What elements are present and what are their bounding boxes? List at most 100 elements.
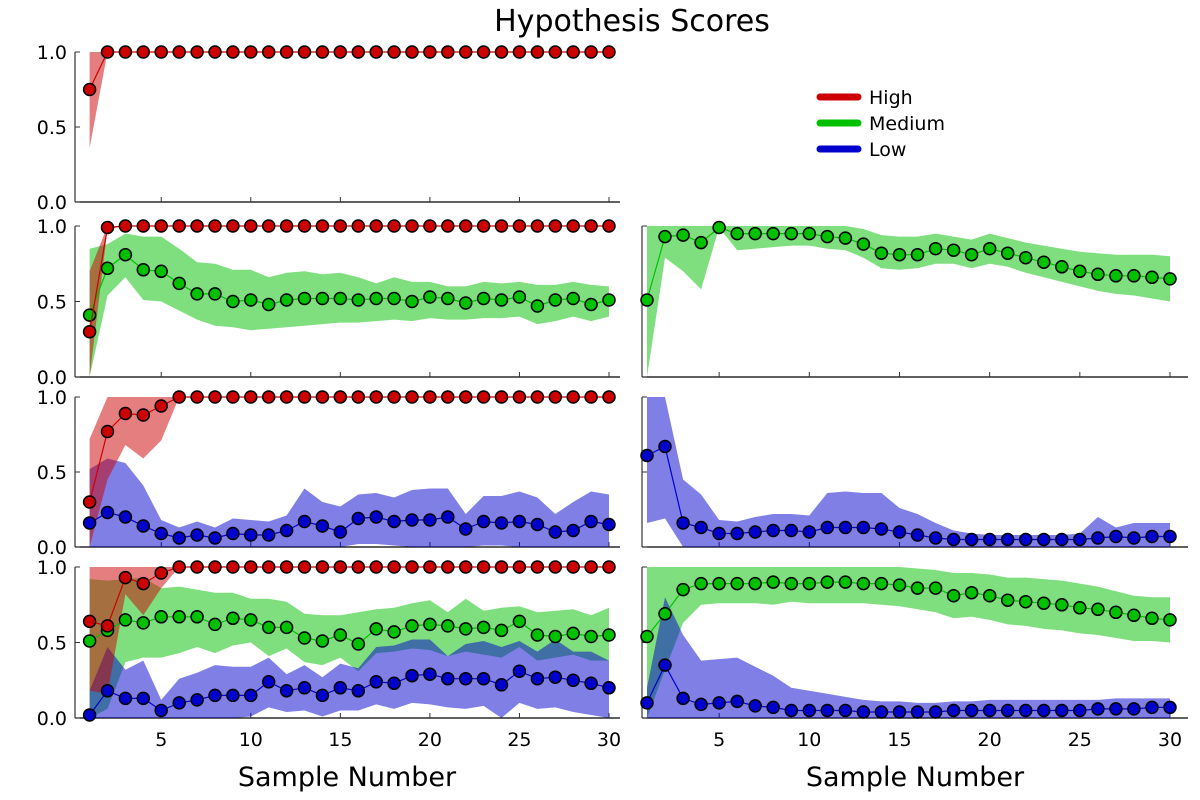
point-low	[476, 514, 491, 529]
point-high	[494, 45, 509, 59]
point-medium	[548, 293, 563, 307]
x-tick-label: 20	[978, 729, 1002, 751]
point-medium	[494, 623, 509, 638]
point-low	[892, 525, 907, 539]
point-medium	[566, 626, 580, 641]
point-low	[82, 516, 97, 530]
point-high	[100, 619, 115, 633]
point-low	[1127, 531, 1141, 545]
x-tick-label: 15	[328, 729, 352, 751]
point-high	[82, 82, 97, 97]
point-medium	[676, 582, 690, 597]
point-low	[476, 671, 491, 686]
point-medium	[190, 610, 204, 624]
point-low	[784, 703, 799, 718]
point-low	[244, 688, 258, 703]
point-high	[118, 406, 133, 421]
point-medium	[118, 613, 133, 627]
point-low	[441, 510, 455, 524]
point-low	[351, 684, 366, 698]
point-medium	[136, 263, 151, 277]
point-medium	[766, 575, 780, 589]
x-tick-label: 5	[155, 729, 167, 751]
point-low	[584, 676, 598, 691]
point-medium	[856, 237, 871, 251]
point-medium	[1091, 267, 1105, 282]
point-high	[476, 560, 491, 574]
point-high	[172, 45, 186, 59]
point-medium	[910, 247, 925, 262]
point-high	[423, 560, 437, 574]
point-low	[730, 526, 744, 541]
point-high	[458, 45, 473, 59]
point-low	[766, 700, 780, 715]
point-low	[1018, 703, 1033, 718]
point-high	[441, 45, 455, 59]
point-medium	[261, 620, 276, 635]
point-medium	[602, 293, 616, 307]
point-low	[1145, 700, 1159, 715]
point-medium	[458, 622, 473, 636]
point-medium	[856, 576, 871, 591]
point-medium	[748, 576, 762, 591]
point-medium	[476, 291, 491, 306]
point-medium	[1145, 270, 1159, 285]
y-tick-label: 0.0	[37, 708, 67, 730]
point-medium	[874, 246, 889, 260]
point-low	[82, 708, 97, 722]
point-high	[261, 45, 276, 59]
point-low	[766, 523, 780, 538]
point-high	[351, 390, 366, 404]
point-high	[136, 576, 151, 591]
point-medium	[441, 619, 455, 633]
band-low	[647, 597, 1170, 718]
point-medium	[172, 610, 186, 624]
point-high	[118, 45, 133, 59]
point-high	[458, 219, 473, 233]
point-high	[351, 45, 366, 59]
point-low	[1000, 532, 1015, 547]
point-high	[602, 45, 616, 59]
point-low	[658, 439, 672, 454]
point-medium	[369, 622, 383, 636]
point-low	[566, 673, 580, 688]
point-low	[676, 691, 690, 706]
x-tick-label: 30	[1158, 729, 1182, 751]
point-high	[226, 560, 240, 574]
band-medium	[89, 233, 610, 377]
point-low	[640, 696, 654, 710]
point-low	[405, 513, 419, 527]
point-high	[315, 390, 330, 404]
point-medium	[387, 291, 401, 306]
point-high	[369, 390, 383, 404]
point-high	[566, 45, 580, 59]
point-high	[512, 219, 527, 233]
point-high	[584, 219, 598, 233]
point-medium	[136, 616, 151, 630]
point-low	[1000, 703, 1015, 718]
point-low	[910, 705, 925, 719]
point-high	[297, 390, 312, 404]
point-medium	[297, 291, 312, 306]
point-low	[856, 520, 871, 535]
point-medium	[874, 576, 889, 591]
point-low	[694, 697, 708, 712]
y-tick-label: 1.0	[37, 42, 67, 64]
point-low	[982, 703, 997, 718]
point-high	[315, 219, 330, 233]
point-high	[602, 219, 616, 233]
point-medium	[1018, 250, 1033, 265]
point-medium	[910, 581, 925, 595]
point-medium	[369, 291, 383, 306]
point-medium	[226, 611, 240, 626]
point-high	[458, 390, 473, 404]
x-tick-label: 20	[418, 729, 442, 751]
point-medium	[333, 291, 348, 306]
point-low	[458, 671, 473, 686]
point-low	[136, 519, 151, 533]
point-medium	[387, 625, 401, 639]
point-medium	[208, 617, 222, 632]
subplot-row4-left: 0.0 0.5 1.0 5 10 15 20 25 30	[37, 557, 621, 751]
point-high	[261, 390, 276, 404]
point-medium	[1145, 611, 1159, 626]
